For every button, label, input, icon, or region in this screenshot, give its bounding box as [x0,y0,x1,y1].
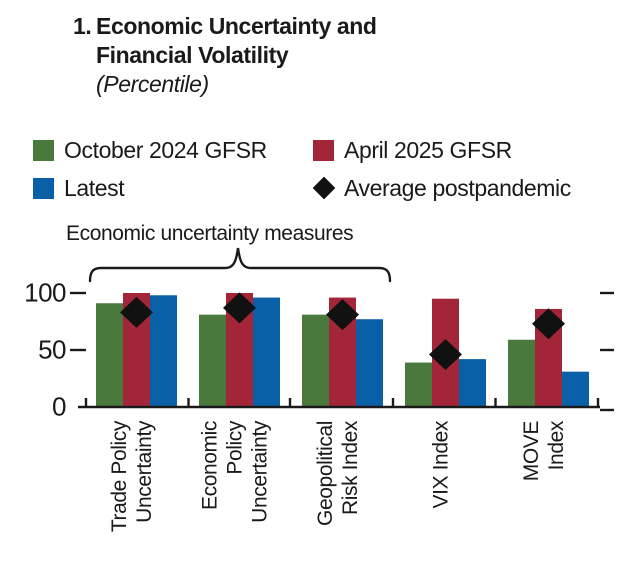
bar-latest [459,359,486,407]
category-label-economic-policy-uncertainty: Uncertainty [249,420,272,523]
title-line-2: Financial Volatility [96,42,289,68]
bar-chart: Economic uncertainty measures 100 50 0 Trade… [24,222,614,532]
average-postpandemic-marker [429,339,462,371]
bar-latest [562,371,589,407]
legend-label: April 2025 GFSR [344,136,512,163]
uncertainty-measures-label: Economic uncertainty measures [66,222,353,245]
category-label-vix-index: VIX Index [430,420,453,508]
category-label-economic-policy-uncertainty: Economic [199,421,222,510]
square-swatch-icon [313,139,334,161]
legend-label: Average postpandemic [344,174,571,201]
category-label-trade-policy-uncertainty: Uncertainty [133,420,156,523]
category-label-geopolitical-risk-index: Risk Index [339,420,362,515]
bar-october-2024-gfsr [199,314,226,407]
y-tick-label: 0 [52,392,66,422]
legend-label: October 2024 GFSR [64,136,267,163]
legend-item-average-postpandemic: Average postpandemic [312,174,571,201]
bar-october-2024-gfsr [302,314,329,407]
title-line-1: Economic Uncertainty and [96,13,377,39]
average-postpandemic-marker [223,292,256,324]
figure-title: 1. Economic Uncertainty and Financial Vo… [73,12,377,99]
bar-latest [150,295,177,407]
legend: October 2024 GFSR April 2025 GFSR Latest Av… [0,0,637,215]
category-label-economic-policy-uncertainty: Policy [224,420,247,475]
figure-number: 1. [73,13,92,39]
category-label-move-index: Index [545,420,568,470]
legend-label: Latest [64,174,125,201]
bar-october-2024-gfsr [405,362,432,407]
average-postpandemic-marker [326,299,359,331]
square-swatch-icon [33,139,54,161]
y-tick-label: 100 [24,278,66,308]
square-swatch-icon [33,177,54,199]
category-label-geopolitical-risk-index: Geopolitical [314,421,337,526]
legend-item-latest: Latest [33,174,125,201]
bar-latest [356,319,383,407]
uncertainty-measures-brace [88,247,392,283]
average-postpandemic-marker [120,296,153,328]
legend-item-april-2025-gfsr: April 2025 GFSR [313,136,512,163]
category-label-move-index: MOVE [520,421,543,482]
bar-latest [253,297,280,407]
bar-october-2024-gfsr [508,339,535,407]
y-tick-label: 50 [38,335,66,365]
subtitle: (Percentile) [96,71,209,97]
category-label-trade-policy-uncertainty: Trade Policy [108,420,131,532]
diamond-swatch-icon [312,176,335,200]
average-postpandemic-marker [532,308,565,340]
legend-item-october-2024-gfsr: October 2024 GFSR [33,136,267,163]
bar-october-2024-gfsr [96,303,123,407]
